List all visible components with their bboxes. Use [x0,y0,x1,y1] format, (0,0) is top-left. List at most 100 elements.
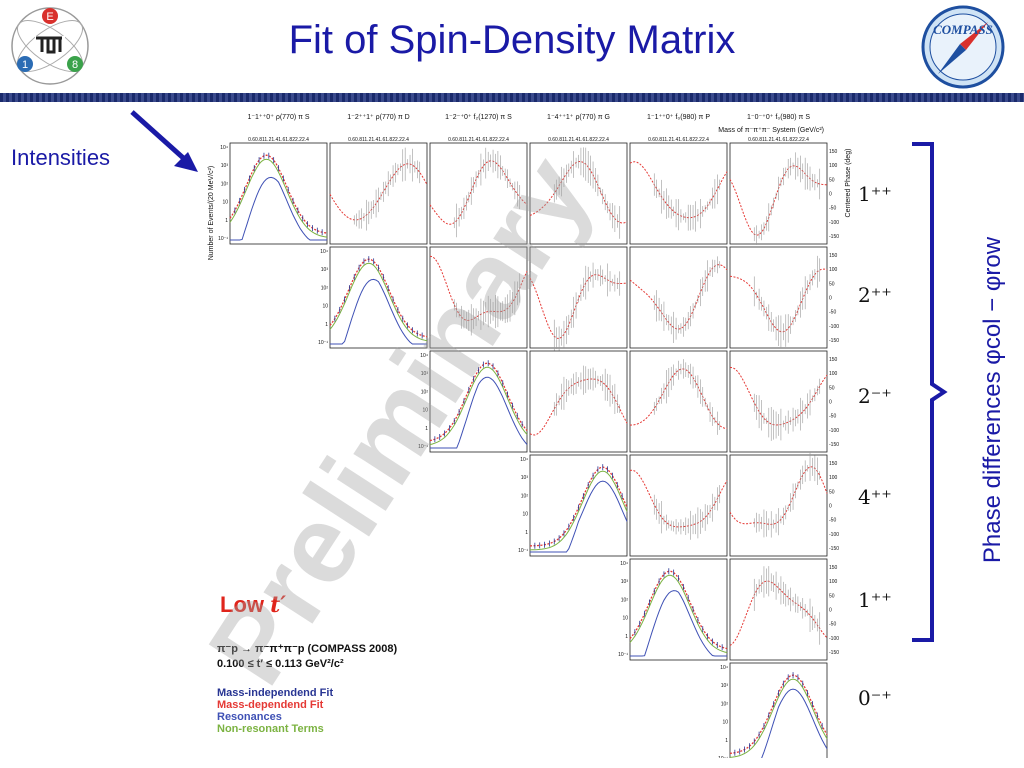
y-axis-label: Number of Events/(20 MeV/c²) [208,166,215,261]
y-tick-label: 1 [225,218,228,224]
y-tick-label: 10³ [721,683,729,689]
plot-panel [429,350,528,453]
plot-panel [729,662,828,758]
y-tick-label: 10⁴ [320,249,328,255]
compass-logo-text: COMPASS [933,22,993,37]
y-tick-label: 1 [625,634,628,640]
phase-tick-label: 0 [829,192,832,198]
phase-tick-label: 150 [829,565,838,571]
reaction-info: π⁻p → π⁻π⁺π⁻p (COMPASS 2008) 0.100 ≤ t′ … [217,642,397,672]
resonance-curve [230,176,327,241]
plot-panel [429,142,528,245]
non-resonant-curve [429,366,528,446]
phase-tick-label: 150 [829,357,838,363]
plot-panel [329,246,428,349]
phase-tick-label: 100 [829,371,838,377]
phase-tick-label: 100 [829,579,838,585]
phase-tick-label: 0 [829,400,832,406]
y-tick-label: 10² [521,493,529,499]
y-tick-label: 10⁻¹ [518,548,528,554]
phase-tick-label: -100 [829,532,839,538]
column-header: 1⁻2⁺⁺1⁺ ρ(770) π D [347,114,410,121]
y-tick-label: 10 [222,200,228,206]
phase-tick-label: -150 [829,338,839,344]
y-tick-label: 1 [725,738,728,744]
row-label-4: 4⁺⁺ [858,485,892,509]
y-tick-label: 10⁴ [220,145,228,151]
column-header: 1⁻1⁺⁺0⁺ ρ(770) π S [247,114,309,121]
phase-tick-label: 0 [829,608,832,614]
y-tick-label: 10⁻¹ [318,340,328,346]
phase-tick-label: 50 [829,489,835,495]
y-tick-label: 10³ [221,163,229,169]
legend: Mass-independend Fit Mass-dependend Fit … [217,687,333,735]
y-tick-label: 10² [321,285,329,291]
non-resonant-curve [329,262,428,342]
resonance-curve [430,376,528,449]
phase-tick-label: -150 [829,442,839,448]
phase-tick-label: 150 [829,253,838,259]
phase-differences-label: Phase differences φcol − φrow [979,236,1006,564]
y-tick-label: 10 [722,720,728,726]
phase-tick-label: 50 [829,385,835,391]
resonance-curve [761,688,828,758]
phase-tick-label: -50 [829,310,836,316]
logo-letter-e: E [46,11,53,23]
y-tick-label: 10⁻¹ [418,444,428,450]
y-tick-label: 10⁴ [720,665,728,671]
plot-panel [529,350,628,453]
column-header: 1⁻2⁻⁺0⁺ f₂(1270) π S [445,114,512,121]
non-resonant-curve [529,470,628,551]
legend-item: Non-resonant Terms [217,723,324,735]
y-tick-label: 1 [525,530,528,536]
y-tick-label: 10² [621,597,629,603]
non-resonant-curve [229,158,328,238]
column-header: 1⁻1⁺⁺0⁺ f₀(980) π P [647,114,710,121]
non-resonant-curve [629,574,728,654]
y-tick-label: 10 [322,304,328,310]
plot-panel [629,454,728,557]
low-t-label: Low t′ [220,592,287,618]
y-tick-label: 10⁻¹ [618,652,628,658]
compass-logo: COMPASS [921,5,1005,89]
y-tick-label: 10⁴ [420,353,428,359]
legend-item: Mass-dependend Fit [217,699,324,711]
x-tick-labels: 0.60.811.21.41.61.822.22.4 [648,137,709,143]
row-label-5: 1⁺⁺ [858,588,892,612]
y-tick-label: 10⁴ [620,561,628,567]
row-label-2: 2⁺⁺ [858,283,892,307]
phase-tick-label: 100 [829,475,838,481]
plot-panel [429,246,528,349]
phase-curve [729,580,828,646]
y-tick-label: 10³ [621,579,629,585]
intensities-label: Intensities [11,145,111,170]
phase-tick-label: -100 [829,428,839,434]
legend-item: Mass-independend Fit [217,687,334,699]
y-tick-label: 10 [522,512,528,518]
y-tick-label: 10⁴ [520,457,528,463]
phase-tick-label: 150 [829,149,838,155]
resonance-curve [330,278,427,345]
phase-tick-label: 100 [829,163,838,169]
phase-tick-label: 150 [829,461,838,467]
resonance-curve [630,590,727,657]
legend-item: Resonances [217,711,282,723]
phase-tick-label: -50 [829,518,836,524]
column-header: 1⁻0⁻⁺0⁺ f₀(980) π S [747,114,810,121]
row-label-1: 1⁺⁺ [858,182,892,206]
phase-tick-label: -100 [829,220,839,226]
phase-tick-label: -100 [829,636,839,642]
phase-tick-label: 50 [829,177,835,183]
phase-tick-label: -100 [829,324,839,330]
y-tick-label: 10⁻¹ [718,756,728,758]
row-label-6: 0⁻⁺ [858,686,892,710]
non-resonant-curve [729,678,828,758]
x-tick-labels: 0.60.811.21.41.61.822.22.4 [248,137,309,143]
y-tick-label: 10³ [521,475,529,481]
x-tick-labels: 0.60.811.21.41.61.822.22.4 [748,137,809,143]
phase-tick-label: 100 [829,267,838,273]
x-axis-label: Mass of π⁻π⁺π⁻ System (GeV/c²) [718,127,824,134]
row-label-3: 2⁻⁺ [858,384,892,408]
plot-panel [729,454,828,557]
y-tick-label: 10⁻¹ [218,236,228,242]
